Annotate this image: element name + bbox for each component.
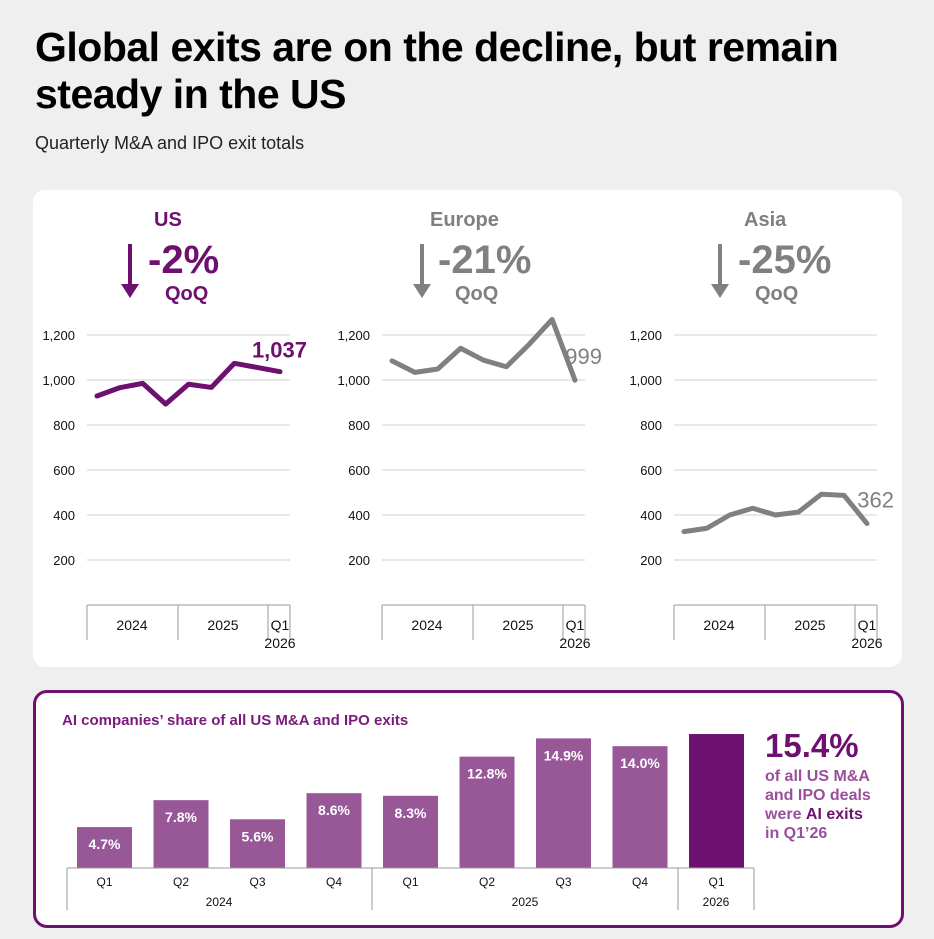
y-tick-label: 1,200: [629, 328, 662, 343]
x-group-label: 2025: [207, 617, 238, 633]
x-group-label: Q1: [858, 617, 877, 633]
region-change: -21%: [438, 238, 532, 282]
x-group-label: 2024: [703, 617, 734, 633]
bar-value-label: 12.8%: [467, 766, 507, 782]
y-tick-label: 800: [53, 418, 75, 433]
y-tick-label: 600: [348, 463, 370, 478]
x-tick-label: Q2: [479, 875, 495, 889]
x-tick-label: Q1: [708, 875, 724, 889]
y-tick-label: 1,000: [337, 373, 370, 388]
callout-text: of all US M&A and IPO deals were AI exit…: [765, 767, 895, 843]
x-tick-label: Q3: [555, 875, 571, 889]
bar-chart-title: AI companies’ share of all US M&A and IP…: [62, 712, 409, 729]
bar-value-label: 8.6%: [318, 802, 350, 818]
x-group-label: Q1: [271, 617, 290, 633]
bar-value-label: 5.6%: [242, 828, 274, 844]
x-group-label: 2026: [559, 635, 590, 651]
x-year-label: 2025: [512, 895, 539, 909]
bar-value-label: 14.0%: [620, 755, 660, 771]
bar: [77, 827, 132, 868]
region-change: -2%: [148, 238, 220, 282]
page-title: Global exits are on the decline, but rem…: [35, 24, 839, 117]
x-group-label: Q1: [566, 617, 585, 633]
region-title: US: [154, 209, 182, 231]
region-change-unit: QoQ: [165, 283, 209, 305]
callout-text-pre: were: [765, 806, 806, 823]
arrow-down-icon: [121, 244, 139, 298]
arrow-down-icon: [711, 244, 729, 298]
callout-emphasis: AI exits: [805, 806, 863, 823]
bar-value-label: 7.8%: [165, 809, 197, 825]
region-title: Asia: [744, 209, 787, 231]
x-tick-label: Q4: [632, 875, 648, 889]
y-tick-label: 1,000: [629, 373, 662, 388]
x-tick-label: Q1: [96, 875, 112, 889]
bar: [536, 738, 591, 868]
callout-value: 15.4%: [765, 727, 859, 764]
bar-value-label: 4.7%: [89, 836, 121, 852]
bar: [153, 800, 209, 868]
region-change-unit: QoQ: [755, 283, 799, 305]
region-change-unit: QoQ: [455, 283, 499, 305]
x-tick-label: Q3: [249, 875, 265, 889]
y-tick-label: 200: [53, 553, 75, 568]
callout-line: and IPO deals: [765, 787, 871, 804]
y-tick-label: 800: [348, 418, 370, 433]
bar-value-label: 8.3%: [395, 805, 427, 821]
y-tick-label: 200: [348, 553, 370, 568]
y-tick-label: 1,200: [337, 328, 370, 343]
x-group-label: 2026: [851, 635, 882, 651]
callout-line: of all US M&A: [765, 768, 870, 785]
y-tick-label: 1,200: [42, 328, 75, 343]
x-year-label: 2024: [206, 895, 233, 909]
x-group-label: 2024: [116, 617, 147, 633]
bar: [459, 756, 515, 868]
x-group-label: 2024: [411, 617, 442, 633]
bar-value-label: 14.9%: [544, 747, 584, 763]
y-tick-label: 200: [640, 553, 662, 568]
arrow-down-icon: [413, 244, 431, 298]
line-charts-card: [33, 190, 902, 667]
x-group-label: 2025: [502, 617, 533, 633]
y-tick-label: 1,000: [42, 373, 75, 388]
bar: [612, 746, 668, 868]
bar: [306, 793, 362, 868]
y-tick-label: 600: [53, 463, 75, 478]
bar: [383, 795, 438, 868]
page-subtitle: Quarterly M&A and IPO exit totals: [35, 133, 305, 153]
x-group-label: 2026: [264, 635, 295, 651]
y-tick-label: 600: [640, 463, 662, 478]
x-tick-label: Q2: [173, 875, 189, 889]
end-value-label: 362: [857, 488, 894, 513]
x-tick-label: Q1: [402, 875, 418, 889]
y-tick-label: 800: [640, 418, 662, 433]
end-value-label: 1,037: [252, 338, 307, 363]
x-year-label: 2026: [703, 895, 730, 909]
x-group-label: 2025: [794, 617, 825, 633]
y-tick-label: 400: [53, 508, 75, 523]
bar: [230, 819, 285, 868]
callout-line: were AI exits: [765, 805, 895, 824]
region-title: Europe: [430, 209, 499, 231]
y-tick-label: 400: [640, 508, 662, 523]
x-tick-label: Q4: [326, 875, 342, 889]
callout-line: in Q1’26: [765, 825, 828, 842]
end-value-label: 999: [565, 344, 602, 369]
region-change: -25%: [738, 238, 832, 282]
y-tick-label: 400: [348, 508, 370, 523]
bar: [689, 734, 744, 868]
